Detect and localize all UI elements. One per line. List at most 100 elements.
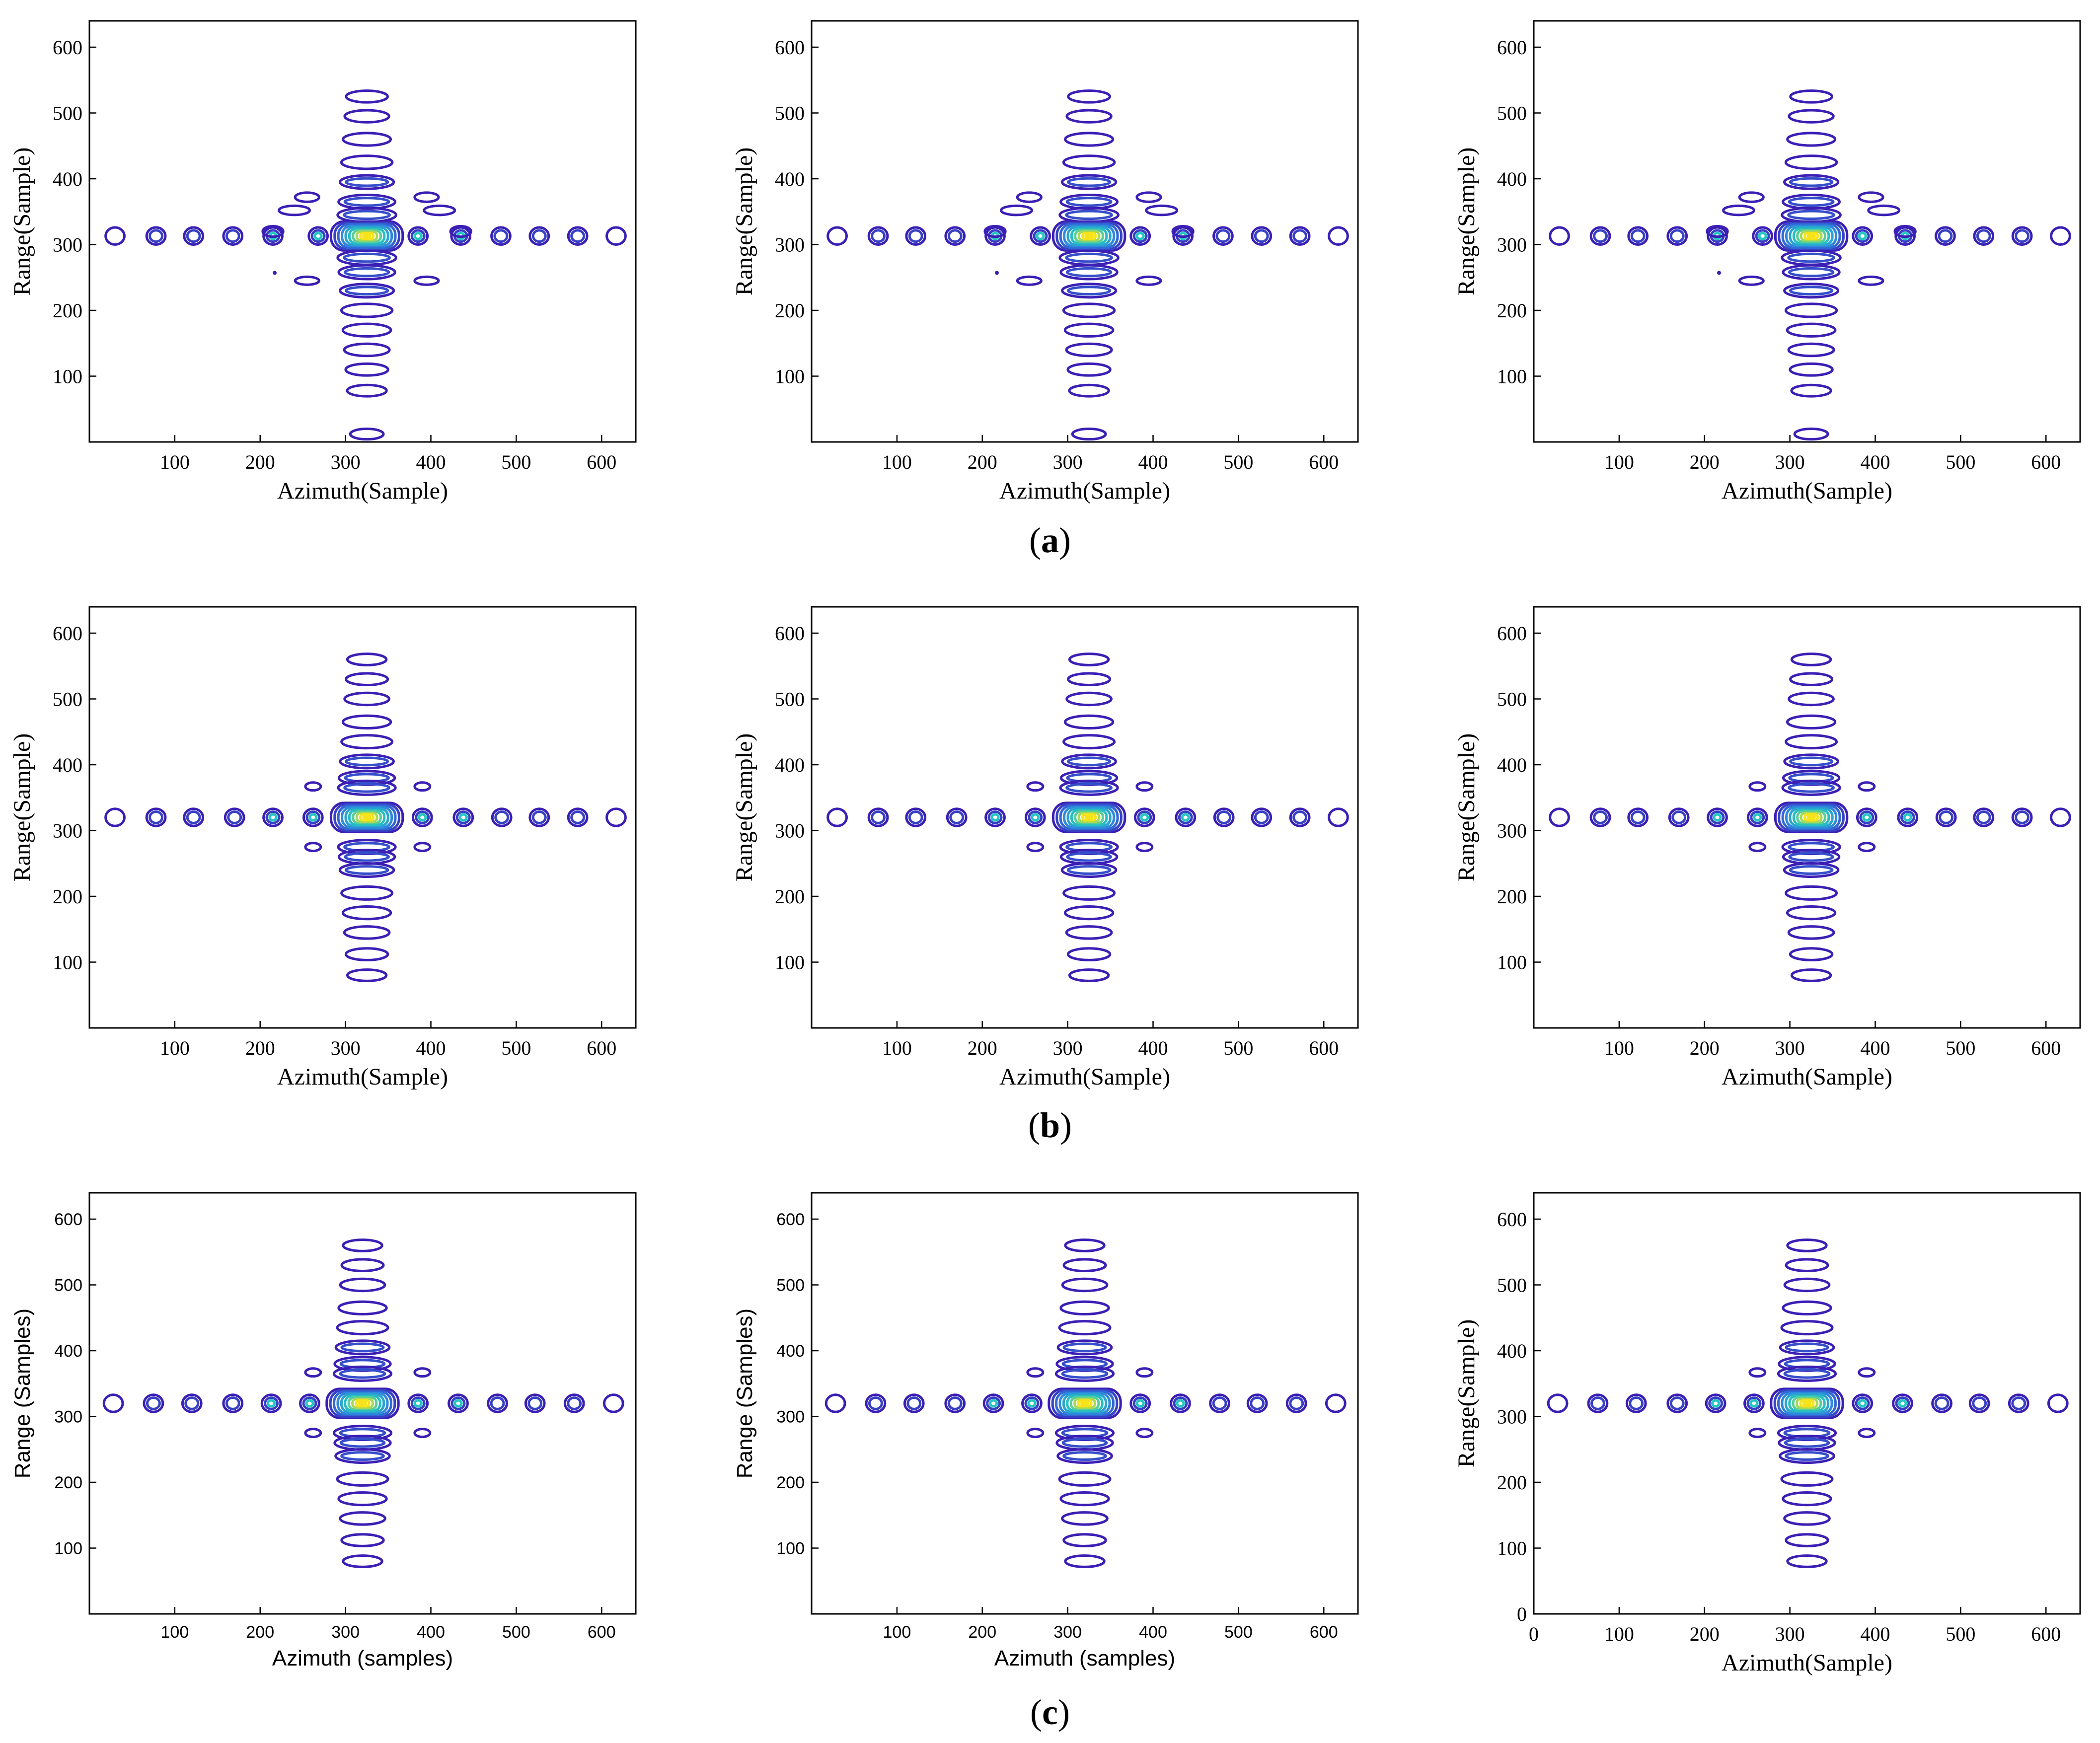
range-sidelobe (1060, 174, 1118, 190)
main-lobe-contour (1081, 813, 1097, 822)
main-lobe-contour (337, 804, 397, 830)
range-sidelobe (1788, 267, 1835, 278)
chart-panel-c-1: 100 200 300 400 500 600 100 200 300 400 500 600 Azim… (10, 1192, 637, 1670)
x-tick-label: 400 (417, 1623, 445, 1642)
azimuth-sidelobe (413, 231, 423, 240)
contour-lines (826, 653, 1349, 982)
main-lobe-contour (333, 221, 400, 251)
azimuth-sidelobe (450, 226, 472, 246)
y-axis-label: Range(Sample) (9, 147, 35, 296)
range-sidelobe (1064, 1554, 1106, 1568)
azimuth-sidelobe (1209, 1393, 1230, 1413)
peak-marker (362, 233, 372, 239)
range-sidelobe (1065, 783, 1113, 793)
range-sidelobe (1135, 842, 1154, 853)
x-tick-label: 200 (245, 1037, 275, 1059)
range-sidelobe (1062, 1533, 1107, 1547)
azimuth-sidelobe (1758, 231, 1767, 240)
range-sidelobe (340, 154, 394, 170)
main-lobe-contour (1055, 803, 1123, 832)
azimuth-sidelobe (305, 1399, 314, 1408)
y-tick-label: 400 (53, 168, 82, 190)
azimuth-sidelobe (1752, 226, 1774, 246)
x-axis-label: Azimuth(Sample) (999, 1064, 1170, 1090)
x-tick-label: 300 (1053, 1037, 1083, 1059)
main-lobe-contour (1066, 226, 1112, 246)
range-sidelobe (1748, 781, 1767, 792)
range-sidelobe (1785, 734, 1838, 750)
range-sidelobe (344, 865, 389, 875)
azimuth-sidelobe (1711, 1399, 1721, 1408)
azimuth-sidelobe (102, 1393, 124, 1413)
y-tick-label: 100 (1497, 951, 1527, 974)
range-sidelobe (1065, 197, 1113, 207)
range-sidelobe (1789, 89, 1833, 104)
range-sidelobe (1171, 224, 1195, 238)
azimuth-sidelobe (531, 810, 547, 824)
range-sidelobe (344, 286, 389, 296)
azimuth-sidelobe (2047, 1393, 2069, 1413)
azimuth-sidelobe (1707, 226, 1728, 246)
main-lobe-contour (1800, 230, 1823, 242)
range-sidelobe (1789, 286, 1834, 296)
azimuth-sidelobe (1129, 226, 1151, 246)
azimuth-sidelobe (1972, 1396, 1987, 1410)
range-sidelobe (1786, 322, 1837, 338)
x-axis-label: Azimuth(Sample) (1722, 1064, 1892, 1090)
range-sidelobe (339, 1511, 386, 1526)
y-tick-label: 100 (54, 1539, 82, 1558)
x-tick-label: 300 (1053, 1623, 1082, 1642)
y-tick-label: 300 (54, 1407, 82, 1426)
range-sidelobe (1056, 1339, 1113, 1356)
range-sidelobe (1054, 1365, 1115, 1382)
azimuth-sidelobe (990, 813, 1000, 822)
azimuth-sidelobe (871, 229, 886, 243)
azimuth-sidelobe (1862, 813, 1872, 822)
range-sidelobe (1068, 383, 1110, 398)
range-sidelobe (334, 1448, 391, 1464)
range-sidelobe (1789, 865, 1834, 875)
azimuth-sidelobe (570, 810, 586, 824)
range-sidelobe (272, 271, 277, 275)
range-sidelobe (413, 781, 432, 792)
y-tick-label: 600 (54, 1210, 82, 1229)
azimuth-sidelobe (490, 1396, 505, 1410)
panel-caption-c: (c) (1030, 1692, 1070, 1732)
main-lobe-contour (341, 806, 393, 829)
azimuth-sidelobe (302, 807, 324, 827)
x-tick-label: 200 (968, 1037, 997, 1059)
range-sidelobe (1783, 1511, 1831, 1526)
main-lobe-contour (1799, 1399, 1815, 1408)
range-sidelobe (1783, 283, 1840, 299)
contour-lines (104, 89, 627, 441)
azimuth-sidelobe (947, 229, 963, 243)
main-lobe-contour (1781, 223, 1841, 249)
main-lobe-contour (1051, 220, 1126, 252)
azimuth-sidelobe (1173, 1396, 1188, 1410)
range-sidelobe (1790, 968, 1832, 982)
range-sidelobe (1785, 1342, 1829, 1353)
range-sidelobe (1066, 286, 1112, 296)
azimuth-sidelobe (984, 807, 1006, 827)
peak-marker (1802, 1400, 1812, 1406)
azimuth-sidelobe (1746, 807, 1768, 827)
y-tick-label: 600 (1497, 36, 1527, 59)
main-lobe-contour (1081, 231, 1097, 240)
main-lobe-contour (1788, 1394, 1826, 1412)
azimuth-sidelobe (2011, 807, 2033, 827)
range-sidelobe (1787, 342, 1835, 358)
azimuth-sidelobe (1903, 813, 1912, 822)
y-tick-label: 600 (1497, 622, 1527, 645)
contour-lines (1547, 1238, 2069, 1568)
azimuth-sidelobe (268, 813, 278, 822)
range-sidelobe (1783, 1277, 1831, 1293)
x-tick-label: 300 (331, 1623, 360, 1642)
azimuth-sidelobe (1246, 1393, 1268, 1413)
azimuth-sidelobe (1973, 807, 1995, 827)
x-tick-label: 100 (1604, 1623, 1634, 1645)
azimuth-sidelobe (1755, 229, 1770, 243)
x-tick-label: 600 (2031, 1623, 2061, 1645)
azimuth-sidelobe (1668, 807, 1690, 827)
azimuth-sidelobe (1750, 810, 1765, 824)
y-tick-label: 0 (1517, 1603, 1527, 1625)
